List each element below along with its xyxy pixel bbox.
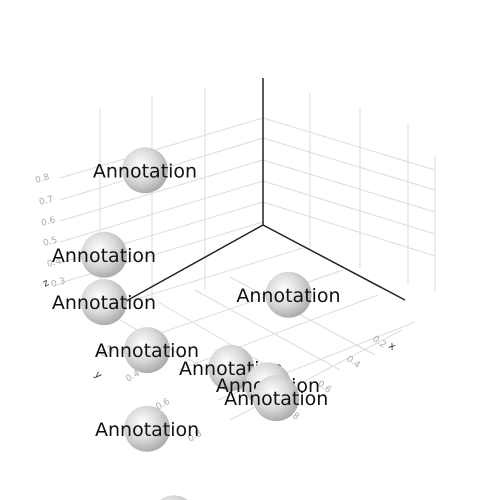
gridline [229,276,376,356]
data-point: Annotation [159,495,188,500]
z-tick-label: 0.6 [40,215,57,228]
sphere-marker [124,327,170,374]
annotation-label: Annotation [224,388,328,410]
annotation-label: Annotation [95,419,199,441]
z-tick-label: 0.4 [46,256,63,269]
gridline [262,180,436,235]
data-point: Annotation [52,279,156,326]
data-point: Annotation [236,271,341,318]
sphere-marker [253,375,300,422]
sphere-marker [81,231,127,278]
z-tick-label: 0.8 [34,172,51,185]
x-axis-line [262,224,406,301]
axes-layer [91,78,406,321]
z-tick-label: 0.3 [50,277,66,290]
gridline [194,289,341,371]
grid-layer [59,78,436,421]
data-point: Annotation [95,327,199,374]
annotation-label: Annotation [95,340,199,362]
gridline [59,180,264,243]
gridline [99,247,304,311]
data-point: Annotation [93,147,197,194]
annotation-label: Annotation [236,285,340,307]
x-tick-label: 0.4 [344,354,362,371]
gridline [139,269,344,341]
sphere-marker [122,147,168,194]
sphere-marker [159,495,188,500]
z-axis-label: z [41,277,51,289]
z-tick-label: 0.7 [38,195,54,208]
sphere-marker [265,271,312,318]
annotation-label: Annotation [52,245,156,267]
gridline [262,201,436,257]
sphere-marker [124,405,171,452]
sphere-marker [208,344,255,391]
data-point: Annotation [95,405,199,452]
gridline [262,117,436,171]
y-axis-label: y [92,369,104,381]
z-tick-label: 0.5 [42,236,58,249]
annotation-label: Annotation [52,292,156,314]
x-axis-label: x [386,340,397,352]
x-tick-label: 0.2 [370,334,387,350]
sphere-marker [81,279,127,326]
annotation-label: Annotation [93,160,197,182]
points-layer: Annotation Annotation Annotation Annotation… [52,147,341,500]
gridline [59,159,264,222]
gridline [262,159,436,213]
z-axis-ticks: 0.8 0.7 0.6 0.5 0.4 0.3 z [34,172,66,289]
data-point: Annotation [224,375,328,422]
data-point: Annotation [52,231,156,278]
gridline [59,117,264,179]
gridline [262,137,436,191]
